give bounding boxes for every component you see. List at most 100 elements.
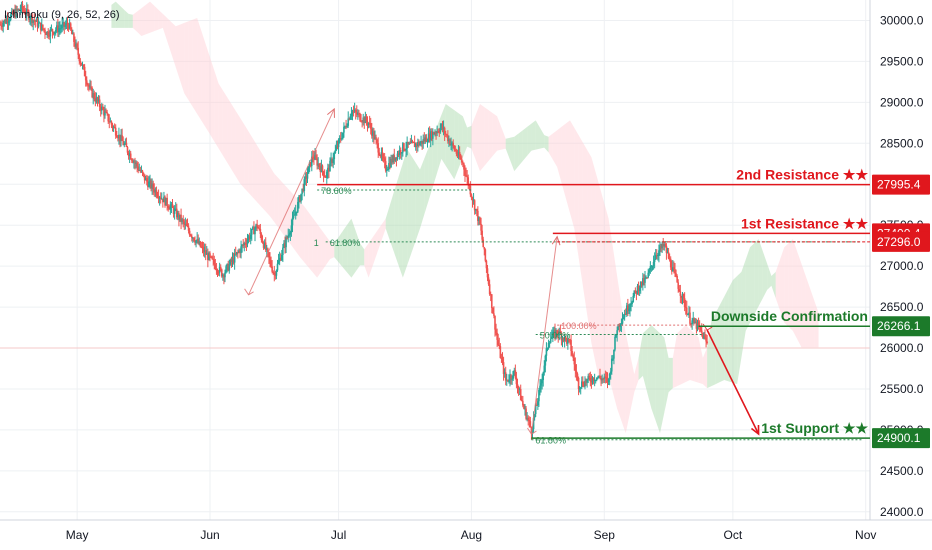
candle-body xyxy=(135,162,137,164)
candle-body xyxy=(702,332,704,339)
candle-body xyxy=(414,143,417,148)
candle-body xyxy=(271,266,273,272)
candle-body xyxy=(418,141,420,146)
candle-body xyxy=(496,332,498,340)
price-tick-label: 28500.0 xyxy=(880,136,924,150)
candle-body xyxy=(291,217,294,226)
level-label: Downside Confirmation xyxy=(711,308,868,324)
candle-body xyxy=(78,54,81,62)
candle-body xyxy=(706,341,708,343)
time-tick-label: Aug xyxy=(461,528,482,542)
candle-body xyxy=(283,243,285,248)
candle-body xyxy=(434,132,436,135)
candle-body xyxy=(337,139,340,148)
candle-body xyxy=(681,293,684,298)
candle-body xyxy=(460,159,463,163)
cloud-segment xyxy=(317,223,322,278)
candle-body xyxy=(545,348,548,356)
candle-body xyxy=(162,198,164,203)
candle-body xyxy=(249,234,252,239)
candle-body xyxy=(605,377,608,379)
candle-body xyxy=(268,252,270,258)
cloud-segment xyxy=(527,123,532,156)
candle-body xyxy=(164,196,166,206)
candle-body xyxy=(94,98,97,102)
cloud-segment xyxy=(505,137,510,160)
cloud-segment xyxy=(282,182,288,240)
candle-body xyxy=(522,400,524,406)
candle-body xyxy=(245,243,248,245)
candle-body xyxy=(481,230,483,240)
candle-body xyxy=(317,163,320,166)
candle-body xyxy=(523,405,525,409)
cloud-segment xyxy=(351,218,356,278)
cloud-segment xyxy=(197,18,202,121)
cloud-segment xyxy=(398,162,403,278)
candle-body xyxy=(534,404,537,414)
candle-body xyxy=(333,153,336,160)
candle-body xyxy=(336,146,339,148)
candle-body xyxy=(621,319,624,324)
candle-body xyxy=(42,24,44,29)
candle-body xyxy=(209,253,211,257)
candle-body xyxy=(580,381,583,388)
candle-body xyxy=(640,281,643,286)
candle-body xyxy=(467,177,470,186)
cloud-segment xyxy=(642,329,648,393)
candle-body xyxy=(128,153,131,157)
fib-label: 78.60% xyxy=(321,186,352,196)
candle-body xyxy=(366,121,369,125)
candle-body xyxy=(524,408,526,410)
candle-body xyxy=(510,375,512,379)
candle-body xyxy=(238,250,240,253)
candle-body xyxy=(32,19,35,23)
indicator-label[interactable]: Ichimoku (9, 26, 52, 26) xyxy=(4,9,120,21)
candle-body xyxy=(606,377,609,383)
candle-body xyxy=(300,193,302,202)
candle-body xyxy=(426,141,429,143)
candle-body xyxy=(553,330,555,332)
cloud-segment xyxy=(231,104,236,177)
candle-body xyxy=(144,178,147,181)
cloud-segment xyxy=(788,239,793,331)
cloud-segment xyxy=(488,110,493,161)
candle-body xyxy=(457,151,460,156)
candle-body xyxy=(669,258,672,268)
candle-body xyxy=(304,176,307,180)
candle-body xyxy=(255,224,257,229)
candle-body xyxy=(74,41,76,47)
candle-body xyxy=(599,375,601,379)
candle-body xyxy=(73,33,75,42)
candle-body xyxy=(105,111,107,113)
candle-body xyxy=(450,144,452,146)
time-tick-label: Jul xyxy=(331,528,346,542)
candle-body xyxy=(182,219,185,222)
candle-body xyxy=(539,385,541,391)
candle-body xyxy=(179,214,181,220)
candle-body xyxy=(47,31,50,36)
candle-body xyxy=(525,408,527,419)
candle-body xyxy=(19,9,22,11)
candle-body xyxy=(30,15,32,19)
candle-body xyxy=(328,167,330,172)
candle-body xyxy=(519,389,522,401)
price-badge-value: 24900.1 xyxy=(877,431,921,445)
candle-body xyxy=(134,161,136,163)
trend-arrow xyxy=(530,236,558,435)
candle-body xyxy=(504,372,507,381)
candle-body xyxy=(699,326,702,331)
candle-body xyxy=(160,198,163,200)
candle-body xyxy=(623,313,626,318)
candle-body xyxy=(404,149,406,151)
candle-body xyxy=(597,377,599,379)
candle-body xyxy=(472,200,475,202)
candle-body xyxy=(372,131,374,136)
candle-body xyxy=(158,197,161,199)
candle-body xyxy=(250,228,253,235)
candle-body xyxy=(594,379,597,381)
cloud-segment xyxy=(415,162,420,241)
cloud-segment xyxy=(548,133,553,160)
candle-body xyxy=(205,253,208,255)
candle-body xyxy=(157,196,160,199)
candle-body xyxy=(335,146,338,151)
